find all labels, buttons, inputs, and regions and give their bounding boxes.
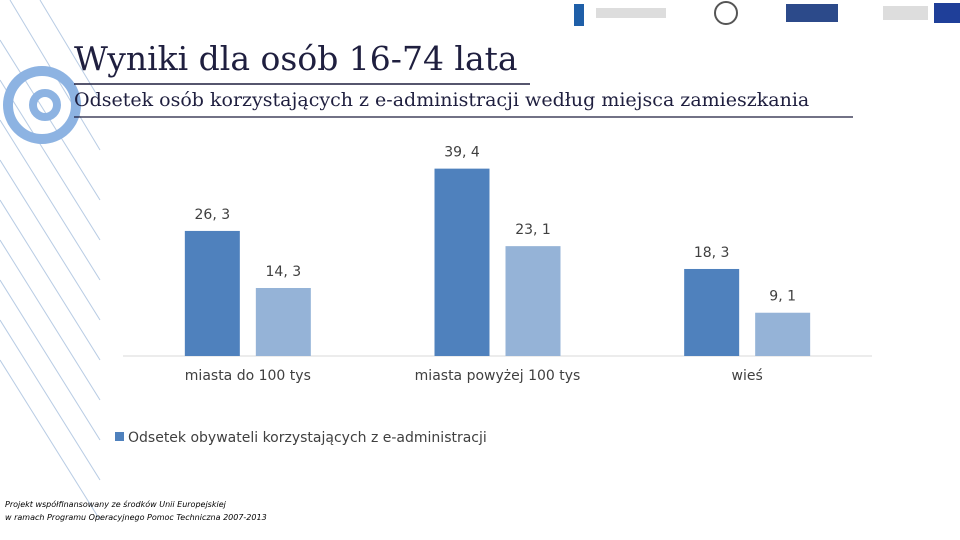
x-tick-label: wieś	[732, 368, 763, 384]
bar	[434, 168, 490, 356]
decoration	[0, 0, 101, 521]
value-label: 9, 1	[769, 289, 796, 305]
bar	[184, 230, 240, 356]
value-label: 18, 3	[694, 245, 730, 261]
footer-line: Projekt współfinansowany ze środków Unii…	[5, 499, 227, 509]
bar	[684, 268, 740, 356]
value-label: 23, 1	[515, 222, 551, 238]
footer-line: w ramach Programu Operacyjnego Pomoc Tec…	[5, 513, 267, 522]
value-label: 26, 3	[195, 207, 231, 223]
bar	[505, 246, 561, 356]
slide-title: Wyniki dla osób 16-74 lata	[74, 39, 518, 78]
chart-title: Odsetek osób korzystających z e-administ…	[74, 89, 809, 111]
x-tick-label: miasta do 100 tys	[185, 368, 311, 384]
legend-label: Odsetek obywateli korzystających z e-adm…	[128, 430, 487, 446]
legend-swatch	[115, 432, 124, 441]
value-label: 39, 4	[444, 145, 480, 161]
bar	[755, 312, 811, 356]
logos	[574, 1, 960, 26]
value-label: 14, 3	[266, 264, 302, 280]
bar	[255, 287, 311, 356]
x-tick-label: miasta powyżej 100 tys	[415, 368, 581, 384]
